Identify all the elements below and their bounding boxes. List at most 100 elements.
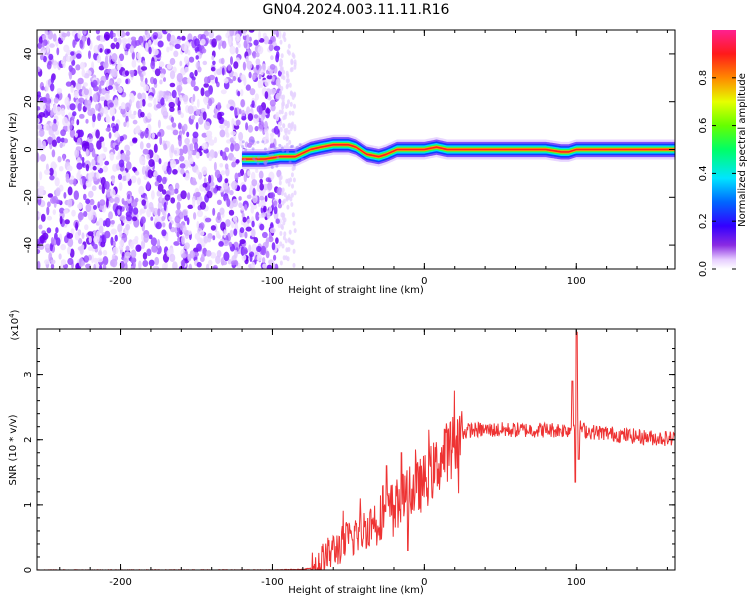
heatmap-noise-cell [95, 104, 99, 111]
heatmap-noise-cell [187, 105, 194, 115]
heatmap-noise-cell [119, 135, 124, 142]
heatmap-noise-cell [139, 99, 143, 109]
heatmap-noise-cell [39, 103, 46, 111]
heatmap-noise-cell [96, 154, 104, 164]
heatmap-noise-cell [269, 88, 277, 95]
heatmap-noise-cell [156, 175, 162, 183]
heatmap-noise-cell [217, 111, 223, 121]
heatmap-noise-cell [44, 259, 50, 265]
heatmap-noise-cell [105, 73, 109, 81]
heatmap-noise-cell [153, 152, 158, 162]
heatmap-noise-cell [142, 252, 148, 260]
ridge-scatter-dot [254, 159, 258, 163]
heatmap-noise-cell [109, 189, 116, 198]
heatmap-noise-cell [37, 152, 40, 162]
ridge-scatter-dot [294, 150, 298, 154]
heatmap-noise-cell [181, 43, 187, 52]
heatmap-noise-cell [150, 216, 154, 221]
heatmap-noise-cell [85, 118, 89, 124]
heatmap-noise-cell [140, 131, 145, 139]
heatmap-noise-cell [51, 149, 56, 158]
heatmap-noise-cell [86, 99, 92, 107]
heatmap-noise-cell [242, 247, 248, 255]
heatmap-noise-cell [233, 143, 240, 152]
heatmap-noise-cell [256, 105, 263, 113]
heatmap-noise-cell [172, 169, 178, 175]
heatmap-noise-cell [67, 198, 73, 208]
heatmap-noise-cell [235, 119, 241, 126]
heatmap-noise-cell [96, 171, 100, 179]
heatmap-noise-cell [137, 65, 141, 75]
heatmap-noise-cell [196, 200, 201, 206]
heatmap-noise-cell [290, 192, 294, 198]
heatmap-noise-cell [214, 169, 221, 179]
heatmap-noise-cell [60, 129, 66, 137]
heatmap-noise-cell [208, 30, 215, 39]
heatmap-noise-cell [138, 185, 145, 195]
heatmap-noise-cell [259, 195, 265, 201]
heatmap-noise-cell [140, 92, 147, 102]
heatmap-noise-cell [49, 175, 55, 181]
heatmap-noise-cell [261, 257, 266, 264]
heatmap-noise-cell [105, 115, 111, 123]
colorbar-tick-label: 0.0 [698, 261, 709, 277]
heatmap-noise-cell [215, 230, 220, 239]
heatmap-noise-cell [66, 165, 73, 172]
heatmap-noise-cell [38, 243, 45, 250]
heatmap-noise-cell [92, 79, 98, 87]
heatmap-noise-cell [276, 187, 283, 196]
heatmap-noise-cell [139, 156, 146, 166]
heatmap-noise-cell [265, 108, 271, 114]
heatmap-noise-cell [285, 142, 289, 148]
heatmap-noise-cell [37, 66, 41, 73]
ridge-scatter-dot [251, 147, 255, 151]
heatmap-noise-cell [89, 198, 95, 206]
heatmap-noise-cell [253, 114, 259, 119]
heatmap-noise-cell [280, 109, 284, 115]
heatmap-noise-cell [139, 209, 143, 216]
ridge-scatter-dot [241, 145, 245, 149]
heatmap-noise-cell [269, 64, 276, 70]
ridge-scatter-dot [261, 140, 265, 144]
heatmap-noise-cell [46, 44, 50, 53]
heatmap-noise-cell [202, 60, 208, 66]
spectrogram-ytick-label: -20 [23, 189, 34, 205]
heatmap-noise-cell [157, 131, 162, 137]
heatmap-noise-cell [154, 181, 160, 187]
heatmap-noise-cell [181, 253, 187, 259]
heatmap-noise-cell [187, 204, 194, 209]
heatmap-noise-cell [150, 60, 156, 70]
heatmap-noise-cell [83, 73, 90, 79]
heatmap-noise-cell [68, 72, 73, 80]
heatmap-noise-cell [142, 148, 149, 155]
heatmap-noise-cell [208, 156, 212, 162]
heatmap-noise-cell [196, 261, 202, 268]
heatmap-noise-cell [281, 190, 284, 196]
ridge-scatter-dot [264, 162, 268, 166]
heatmap-noise-cell [156, 190, 161, 197]
heatmap-noise-cell [229, 106, 235, 111]
heatmap-noise-cell [221, 67, 225, 76]
heatmap-noise-cell [161, 215, 166, 222]
heatmap-noise-cell [52, 33, 57, 42]
heatmap-noise-cell [193, 212, 197, 220]
heatmap-noise-cell [38, 224, 43, 230]
heatmap-noise-cell [84, 141, 90, 152]
heatmap-noise-cell [180, 168, 185, 175]
heatmap-noise-cell [137, 92, 142, 100]
heatmap-noise-cell [212, 207, 216, 216]
heatmap-noise-cell [38, 212, 42, 218]
heatmap-noise-cell [83, 88, 89, 96]
heatmap-noise-cell [292, 177, 296, 183]
heatmap-noise-cell [74, 132, 78, 138]
heatmap-noise-cell [131, 238, 139, 245]
heatmap-noise-cell [153, 78, 158, 85]
heatmap-noise-cell [160, 73, 165, 79]
snr-ticks: -200 -100 0 100 0 1 2 3 [23, 329, 675, 588]
heatmap-noise-cell [81, 157, 85, 162]
heatmap-noise-cell [216, 199, 222, 205]
heatmap-noise-cell [269, 136, 274, 144]
heatmap-noise-cell [71, 209, 76, 217]
heatmap-noise-cell [186, 77, 193, 84]
